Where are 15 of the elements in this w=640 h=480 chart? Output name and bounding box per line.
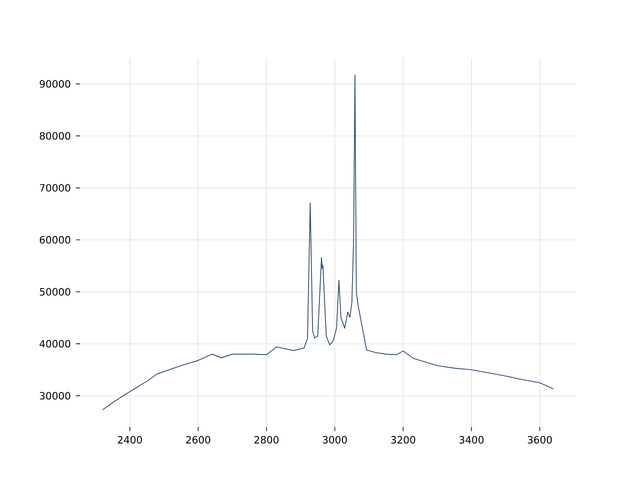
x-tick-label: 2800: [254, 436, 279, 444]
y-tick-label: 70000: [40, 184, 70, 192]
y-tick-label: 30000: [40, 392, 70, 400]
x-tick-label: 3000: [322, 436, 347, 444]
x-tick-label: 3400: [459, 436, 484, 444]
line-series: [102, 74, 554, 410]
x-tick-label: 3600: [528, 436, 552, 444]
x-tick-label: 3200: [391, 436, 416, 444]
x-tick-label: 2400: [118, 436, 142, 444]
x-tick-label: 2600: [186, 436, 210, 444]
y-tick-label: 80000: [40, 132, 70, 140]
y-tick-label: 90000: [40, 80, 70, 88]
y-tick-label: 60000: [40, 236, 70, 244]
y-tick-label: 50000: [40, 288, 70, 296]
y-tick-label: 40000: [40, 340, 70, 348]
